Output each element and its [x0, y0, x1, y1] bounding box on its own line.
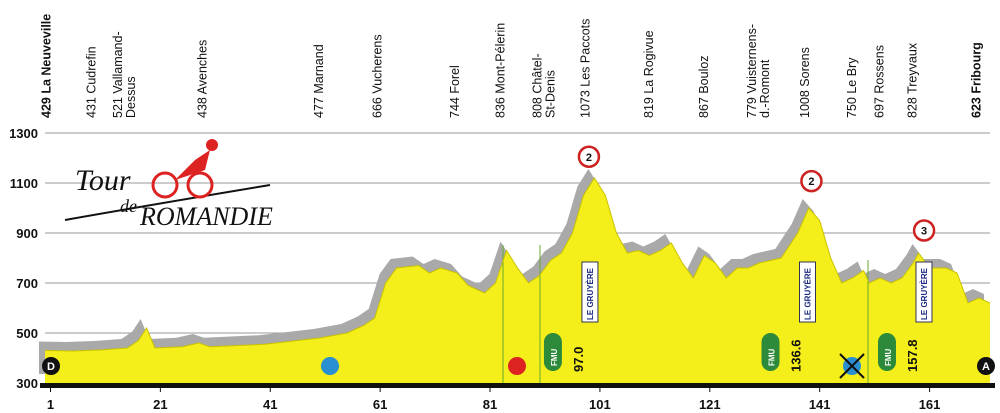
- place-line: 836 Mont-Pélerin: [494, 23, 508, 118]
- place-label: 521 Vallamand-Dessus: [111, 31, 138, 118]
- place-label: 697 Rossens: [873, 45, 887, 118]
- place-line: 431 Cudrefin: [85, 46, 99, 118]
- place-line: 1073 Les Paccots: [579, 19, 593, 118]
- markers: [321, 245, 869, 383]
- x-tick-label: 41: [263, 397, 277, 412]
- place-label: 867 Bouloz: [697, 55, 711, 118]
- feed-label: FMU: [768, 348, 777, 366]
- y-tick-label: 1300: [9, 126, 38, 141]
- start-marker: [42, 357, 60, 375]
- sponsor-label: LE GRUYÈRE: [586, 267, 595, 320]
- logo-text: Tour: [75, 164, 131, 197]
- x-tick-label: 81: [483, 397, 497, 412]
- x-axis-band: [40, 383, 995, 388]
- y-tick-label: 500: [16, 326, 38, 341]
- sponsor-box: [581, 261, 599, 323]
- sprint-km: 157.8: [905, 339, 920, 372]
- climb-label: 3: [921, 226, 927, 238]
- feed-badge: [543, 333, 562, 371]
- y-tick-label: 900: [16, 226, 38, 241]
- place-label: 1008 Sorens: [798, 47, 812, 118]
- x-tick-label: 141: [809, 397, 831, 412]
- logo-text: de: [120, 196, 137, 216]
- logo-wheel: [151, 171, 179, 199]
- place-label: 438 Avenches: [196, 40, 210, 118]
- place-line: 808 Châtel-: [530, 53, 544, 118]
- climb-marker: [577, 145, 601, 168]
- place-line: 429 La Neuveville: [40, 14, 54, 118]
- profile-fill: [45, 178, 990, 383]
- place-line: 666 Vucherens: [370, 34, 384, 118]
- climb-marker: [912, 219, 936, 242]
- feed-badge: [877, 333, 896, 371]
- place-label: 1073 Les Paccots: [579, 19, 593, 118]
- place-line: 697 Rossens: [873, 45, 887, 118]
- place-label: 750 Le Bry: [845, 57, 859, 118]
- x-tick-label: 21: [153, 397, 167, 412]
- place-line: d.-Romont: [758, 59, 772, 118]
- place-line: Dessus: [124, 76, 138, 118]
- place-line: 744 Forel: [448, 65, 462, 118]
- place-line: 819 La Rogivue: [642, 30, 656, 118]
- logo-swoosh: [64, 184, 271, 221]
- logo-rider: [206, 139, 218, 151]
- icon: [839, 353, 865, 379]
- place-line: 867 Bouloz: [697, 55, 711, 118]
- place-label: 828 Treyvaux: [906, 42, 920, 118]
- place-label: 808 Châtel-St-Denis: [530, 53, 557, 118]
- icon: [508, 357, 526, 375]
- place-label: 623 Fribourg: [969, 42, 983, 118]
- sprint-km: 97.0: [571, 347, 586, 372]
- logo-rider: [175, 150, 210, 180]
- y-tick-label: 300: [16, 376, 38, 391]
- place-line: 750 Le Bry: [845, 57, 859, 118]
- place-line: 438 Avenches: [196, 40, 210, 118]
- climb-label: 2: [808, 176, 814, 188]
- x-tick-label: 101: [589, 397, 611, 412]
- place-line: 521 Vallamand-: [111, 31, 125, 118]
- logo-wheel: [186, 171, 214, 199]
- climb-marker: [800, 169, 823, 193]
- logo-text: ROMANDIE: [139, 202, 273, 231]
- sprint-km: 136.6: [789, 339, 804, 372]
- x-tick-label: 121: [699, 397, 721, 412]
- profile-line: [44, 177, 991, 352]
- sponsor-label: LE GRUYÈRE: [920, 267, 929, 320]
- place-label: 779 Vuisternens-d.-Romont: [745, 24, 772, 118]
- climb-label: 2: [586, 152, 592, 164]
- x-tick-label: 61: [373, 397, 387, 412]
- finish-label: A: [982, 361, 990, 373]
- y-tick-label: 700: [16, 276, 38, 291]
- x-tick-label: 1: [47, 397, 54, 412]
- place-label: 744 Forel: [448, 65, 462, 118]
- place-label: 666 Vucherens: [370, 34, 384, 118]
- feed-label: FMU: [550, 348, 559, 366]
- sponsor-label: LE GRUYÈRE: [804, 267, 813, 320]
- place-label: 429 La Neuveville: [40, 14, 54, 118]
- start-label: D: [47, 361, 55, 373]
- place-label: 431 Cudrefin: [85, 46, 99, 118]
- place-line: 828 Treyvaux: [906, 42, 920, 118]
- y-tick-label: 1100: [10, 176, 38, 191]
- place-line: St-Denis: [543, 70, 557, 118]
- place-line: 477 Marnand: [312, 44, 326, 118]
- place-label: 819 La Rogivue: [642, 30, 656, 118]
- x-tick-label: 161: [919, 397, 941, 412]
- place-line: 1008 Sorens: [798, 47, 812, 118]
- place-line: 623 Fribourg: [969, 42, 983, 118]
- feed-badge: [761, 333, 780, 371]
- sponsor-box: [799, 261, 817, 323]
- place-label: 836 Mont-Pélerin: [494, 23, 508, 118]
- sponsor-box: [915, 261, 933, 323]
- feed-label: FMU: [884, 348, 893, 366]
- place-label: 477 Marnand: [312, 44, 326, 118]
- logo: Tour de ROMANDIE: [64, 139, 273, 231]
- place-line: 779 Vuisternens-: [745, 24, 759, 118]
- icon: [321, 357, 339, 375]
- finish-marker: [977, 357, 995, 375]
